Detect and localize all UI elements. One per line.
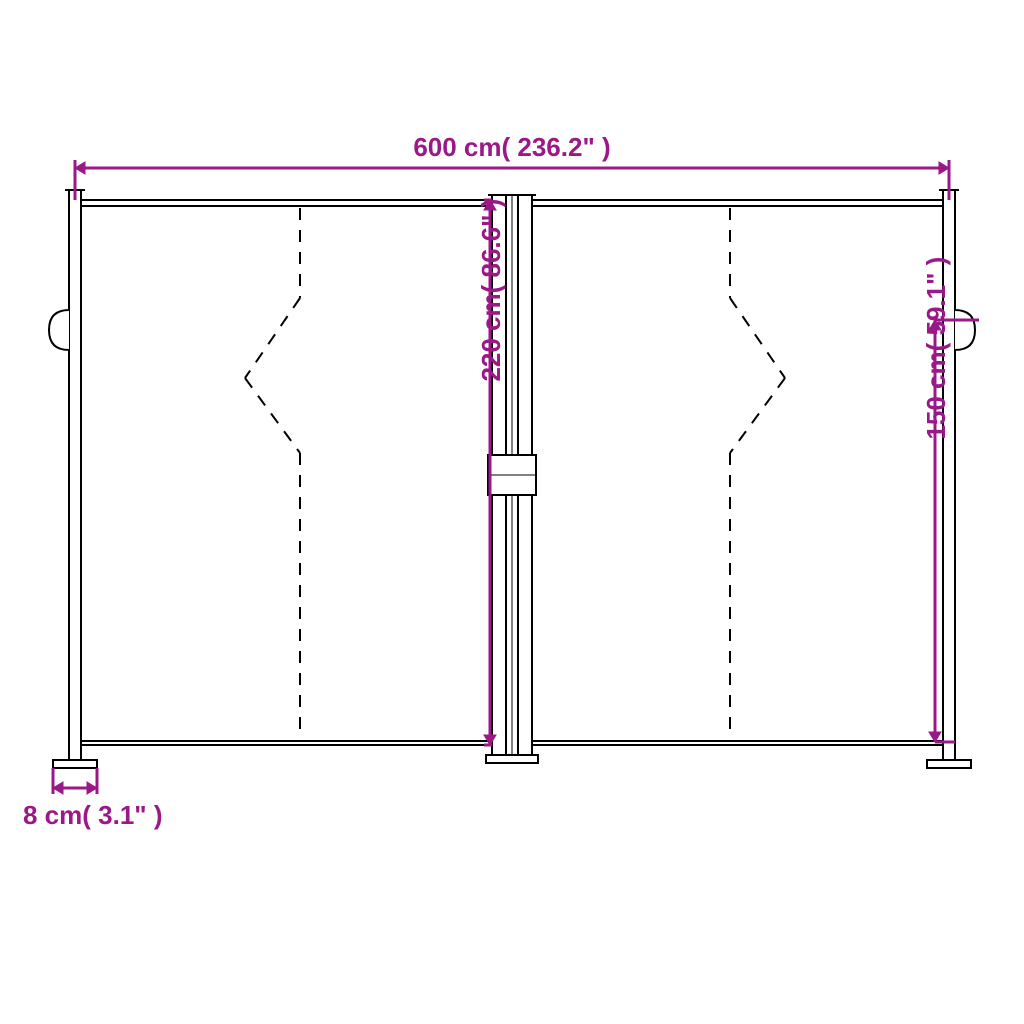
dimension-label-height-right: 150 cm( 59.1" ) bbox=[921, 257, 952, 440]
diagram-canvas: 600 cm( 236.2" ) 220 cm( 86.6" ) 150 cm(… bbox=[0, 0, 1024, 1024]
dimension-label-height-center: 220 cm( 86.6" ) bbox=[476, 198, 507, 381]
dimension-label-width: 600 cm( 236.2" ) bbox=[413, 132, 610, 163]
dimension-label-base-width: 8 cm( 3.1" ) bbox=[23, 800, 163, 831]
